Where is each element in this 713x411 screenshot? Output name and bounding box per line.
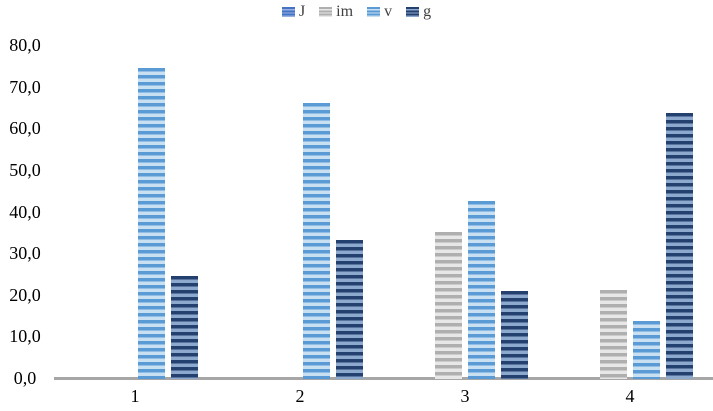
x-axis-category-label: 1 xyxy=(130,386,140,406)
bar-series-v-category-2 xyxy=(303,103,330,379)
legend-swatch-icon xyxy=(281,7,295,17)
legend-swatch-icon xyxy=(319,7,333,17)
x-axis-category-label: 2 xyxy=(295,386,305,406)
legend-label: g xyxy=(423,3,432,20)
bar-series-g-category-3 xyxy=(501,291,528,379)
bar-series-v-category-1 xyxy=(138,68,165,379)
legend-item-im: im xyxy=(319,4,353,20)
y-axis-tick-label: 40,0 xyxy=(9,201,41,222)
bar-series-v-category-3 xyxy=(468,201,495,379)
legend-label: J xyxy=(298,3,306,20)
y-axis-tick-label: 80,0 xyxy=(9,35,41,55)
bar-series-g-category-4 xyxy=(666,113,693,379)
legend-label: v xyxy=(384,3,393,20)
legend-swatch-icon xyxy=(367,7,381,17)
bar-series-g-category-1 xyxy=(171,276,198,379)
y-axis-tick-label: 70,0 xyxy=(9,76,41,97)
bar-series-v-category-4 xyxy=(633,321,660,379)
y-axis-tick-label: 10,0 xyxy=(9,326,41,347)
x-axis-line xyxy=(54,377,713,380)
legend-item-v: v xyxy=(367,4,392,20)
x-axis-category-label: 3 xyxy=(460,386,470,406)
y-axis-tick-label: 50,0 xyxy=(9,159,41,180)
y-axis-tick-label: 30,0 xyxy=(9,243,41,264)
bar-series-im-category-4 xyxy=(600,290,627,379)
legend-swatch-icon xyxy=(406,7,420,17)
y-axis-tick-label: 20,0 xyxy=(9,284,41,305)
legend-item-g: g xyxy=(406,4,431,20)
legend-item-J: J xyxy=(281,3,306,20)
x-axis-category-label: 4 xyxy=(625,386,635,406)
y-axis-tick-label: 0,0 xyxy=(13,368,37,388)
legend-label: im xyxy=(336,3,354,20)
bar-series-g-category-2 xyxy=(336,240,363,379)
bar-series-im-category-3 xyxy=(435,232,462,379)
y-axis-tick-label: 60,0 xyxy=(9,118,41,139)
